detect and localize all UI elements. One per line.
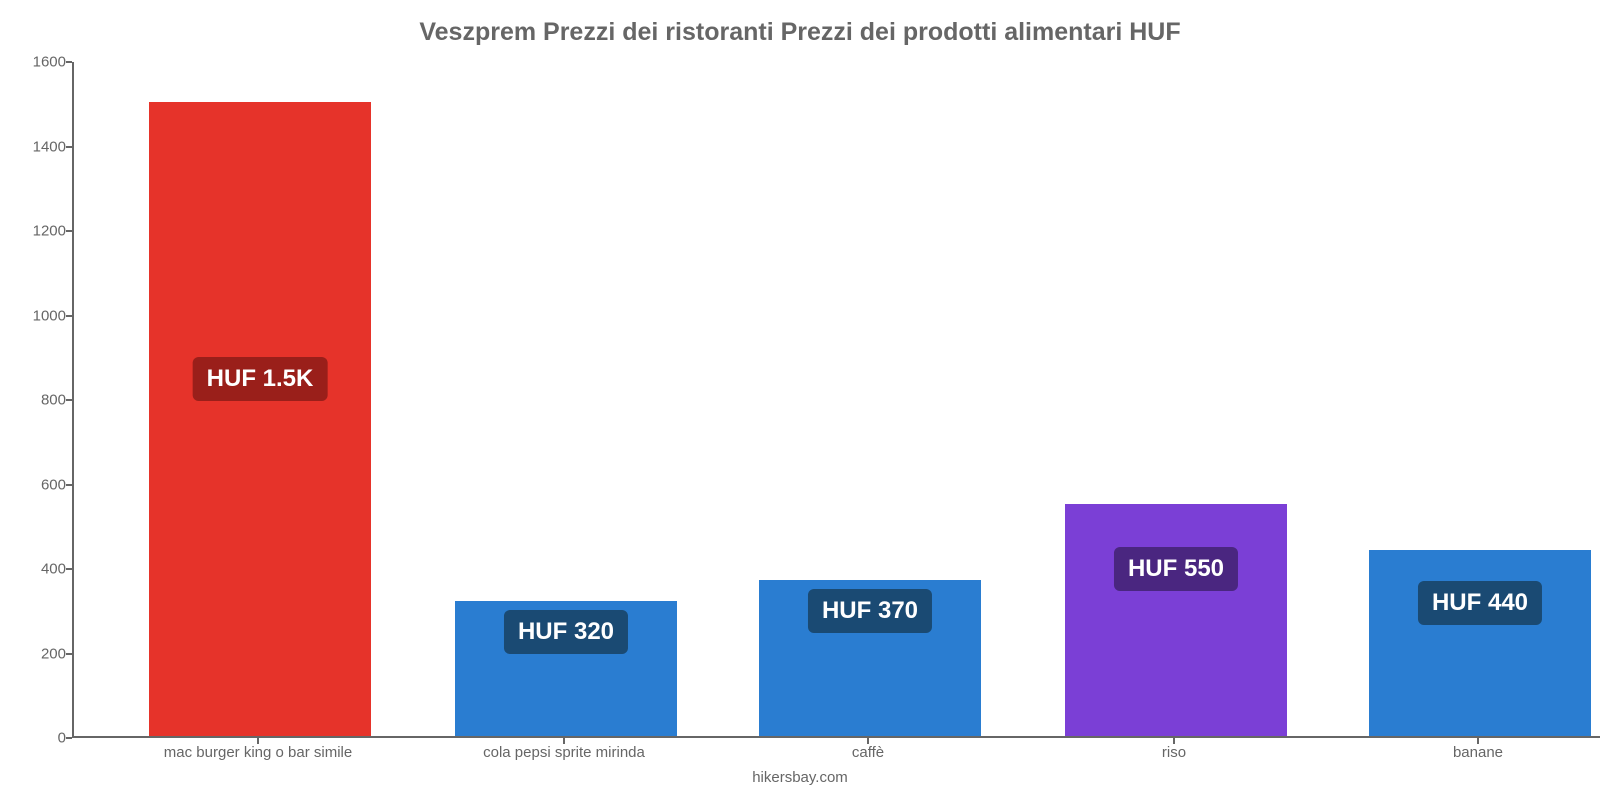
y-tick-8: 1600 xyxy=(6,54,66,71)
y-tick-3: 600 xyxy=(6,476,66,493)
chart-container: Veszprem Prezzi dei ristoranti Prezzi de… xyxy=(0,0,1600,800)
y-tick-5: 1000 xyxy=(6,307,66,324)
bar-4 xyxy=(1369,550,1591,736)
value-badge-1: HUF 320 xyxy=(504,610,628,654)
value-badge-3: HUF 550 xyxy=(1114,547,1238,591)
y-tick-1: 200 xyxy=(6,645,66,662)
attribution-text: hikersbay.com xyxy=(0,769,1600,786)
x-tick-2: caffè xyxy=(852,744,884,761)
x-tick-0: mac burger king o bar simile xyxy=(164,744,352,761)
y-tick-6: 1200 xyxy=(6,223,66,240)
chart-title: Veszprem Prezzi dei ristoranti Prezzi de… xyxy=(0,18,1600,47)
x-tick-3: riso xyxy=(1162,744,1186,761)
bar-3 xyxy=(1065,504,1287,736)
value-badge-0: HUF 1.5K xyxy=(193,357,328,401)
x-tick-1: cola pepsi sprite mirinda xyxy=(483,744,645,761)
plot-area: HUF 1.5K HUF 320 HUF 370 HUF 550 HUF 440 xyxy=(72,62,1600,738)
x-tick-4: banane xyxy=(1453,744,1503,761)
bar-0 xyxy=(149,102,371,736)
value-badge-4: HUF 440 xyxy=(1418,581,1542,625)
y-tick-0: 0 xyxy=(6,730,66,747)
value-badge-2: HUF 370 xyxy=(808,589,932,633)
y-tick-4: 800 xyxy=(6,392,66,409)
y-tick-2: 400 xyxy=(6,561,66,578)
y-tick-7: 1400 xyxy=(6,138,66,155)
